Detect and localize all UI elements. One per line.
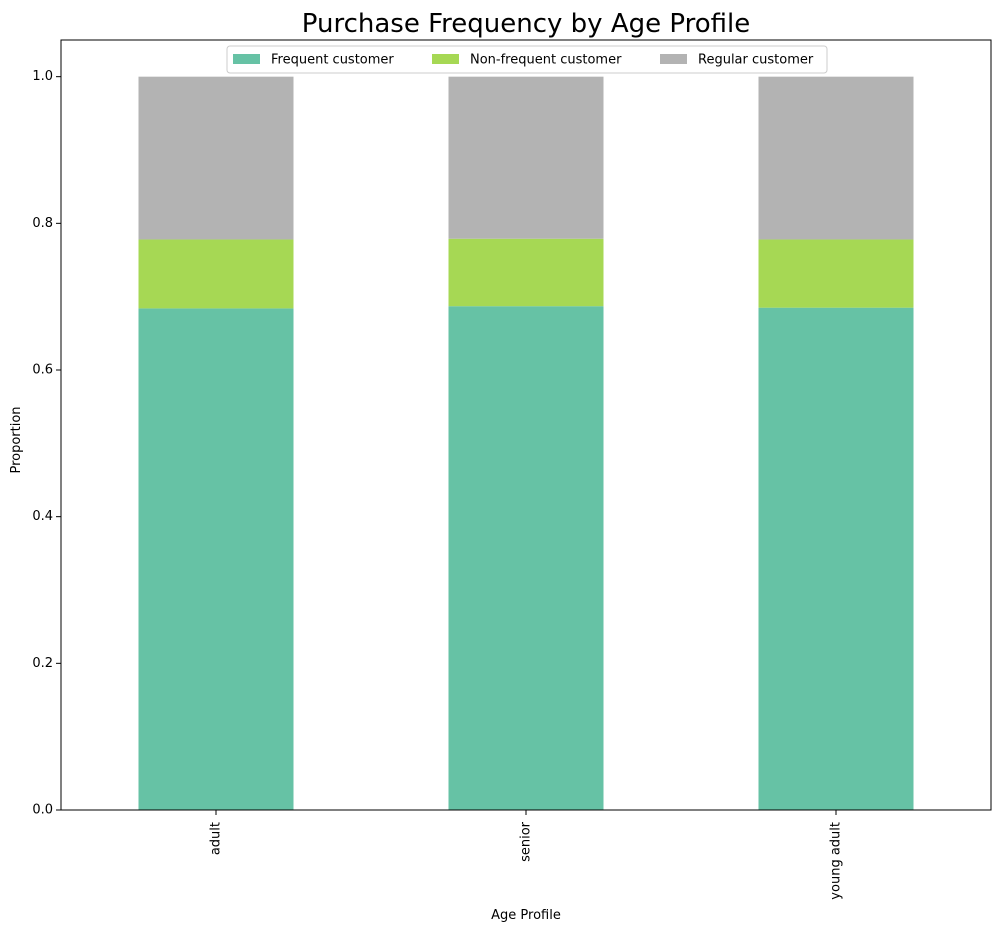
plot-frame — [60, 39, 992, 811]
y-tick-label: 0.0 — [32, 803, 53, 818]
legend-box — [226, 45, 828, 74]
legend-label-3: Regular customer — [698, 53, 814, 68]
y-tick-label: 0.6 — [32, 363, 53, 378]
y-tick-label: 0.2 — [32, 656, 53, 671]
bar-2-2 — [448, 238, 604, 307]
bar-1-2 — [138, 239, 294, 309]
bar-1-3 — [138, 76, 294, 240]
legend-swatch-2 — [432, 54, 459, 64]
bar-3-3 — [758, 76, 914, 240]
y-tick-label: 0.8 — [32, 216, 53, 231]
y-tick-label: 0.4 — [32, 509, 53, 524]
bar-3-2 — [758, 239, 914, 308]
legend-label-1: Frequent customer — [271, 53, 394, 68]
bar-3-1 — [758, 307, 914, 810]
bar-2-1 — [448, 306, 604, 810]
legend-label-2: Non-frequent customer — [470, 53, 622, 68]
x-axis-label: Age Profile — [491, 908, 561, 923]
legend: Frequent customer Non-frequent customer Re… — [226, 45, 828, 74]
bar-1-1 — [138, 308, 294, 810]
x-tick-label: young adult — [829, 822, 844, 900]
y-axis-label: Proportion — [9, 406, 24, 473]
x-tick-label: adult — [209, 822, 224, 855]
y-tick-label: 1.0 — [32, 69, 53, 84]
bar-2-3 — [448, 76, 604, 239]
chart-title: Purchase Frequency by Age Profile — [302, 9, 750, 39]
legend-swatch-3 — [660, 54, 687, 64]
legend-swatch-1 — [233, 54, 260, 64]
x-tick-label: senior — [519, 821, 534, 862]
